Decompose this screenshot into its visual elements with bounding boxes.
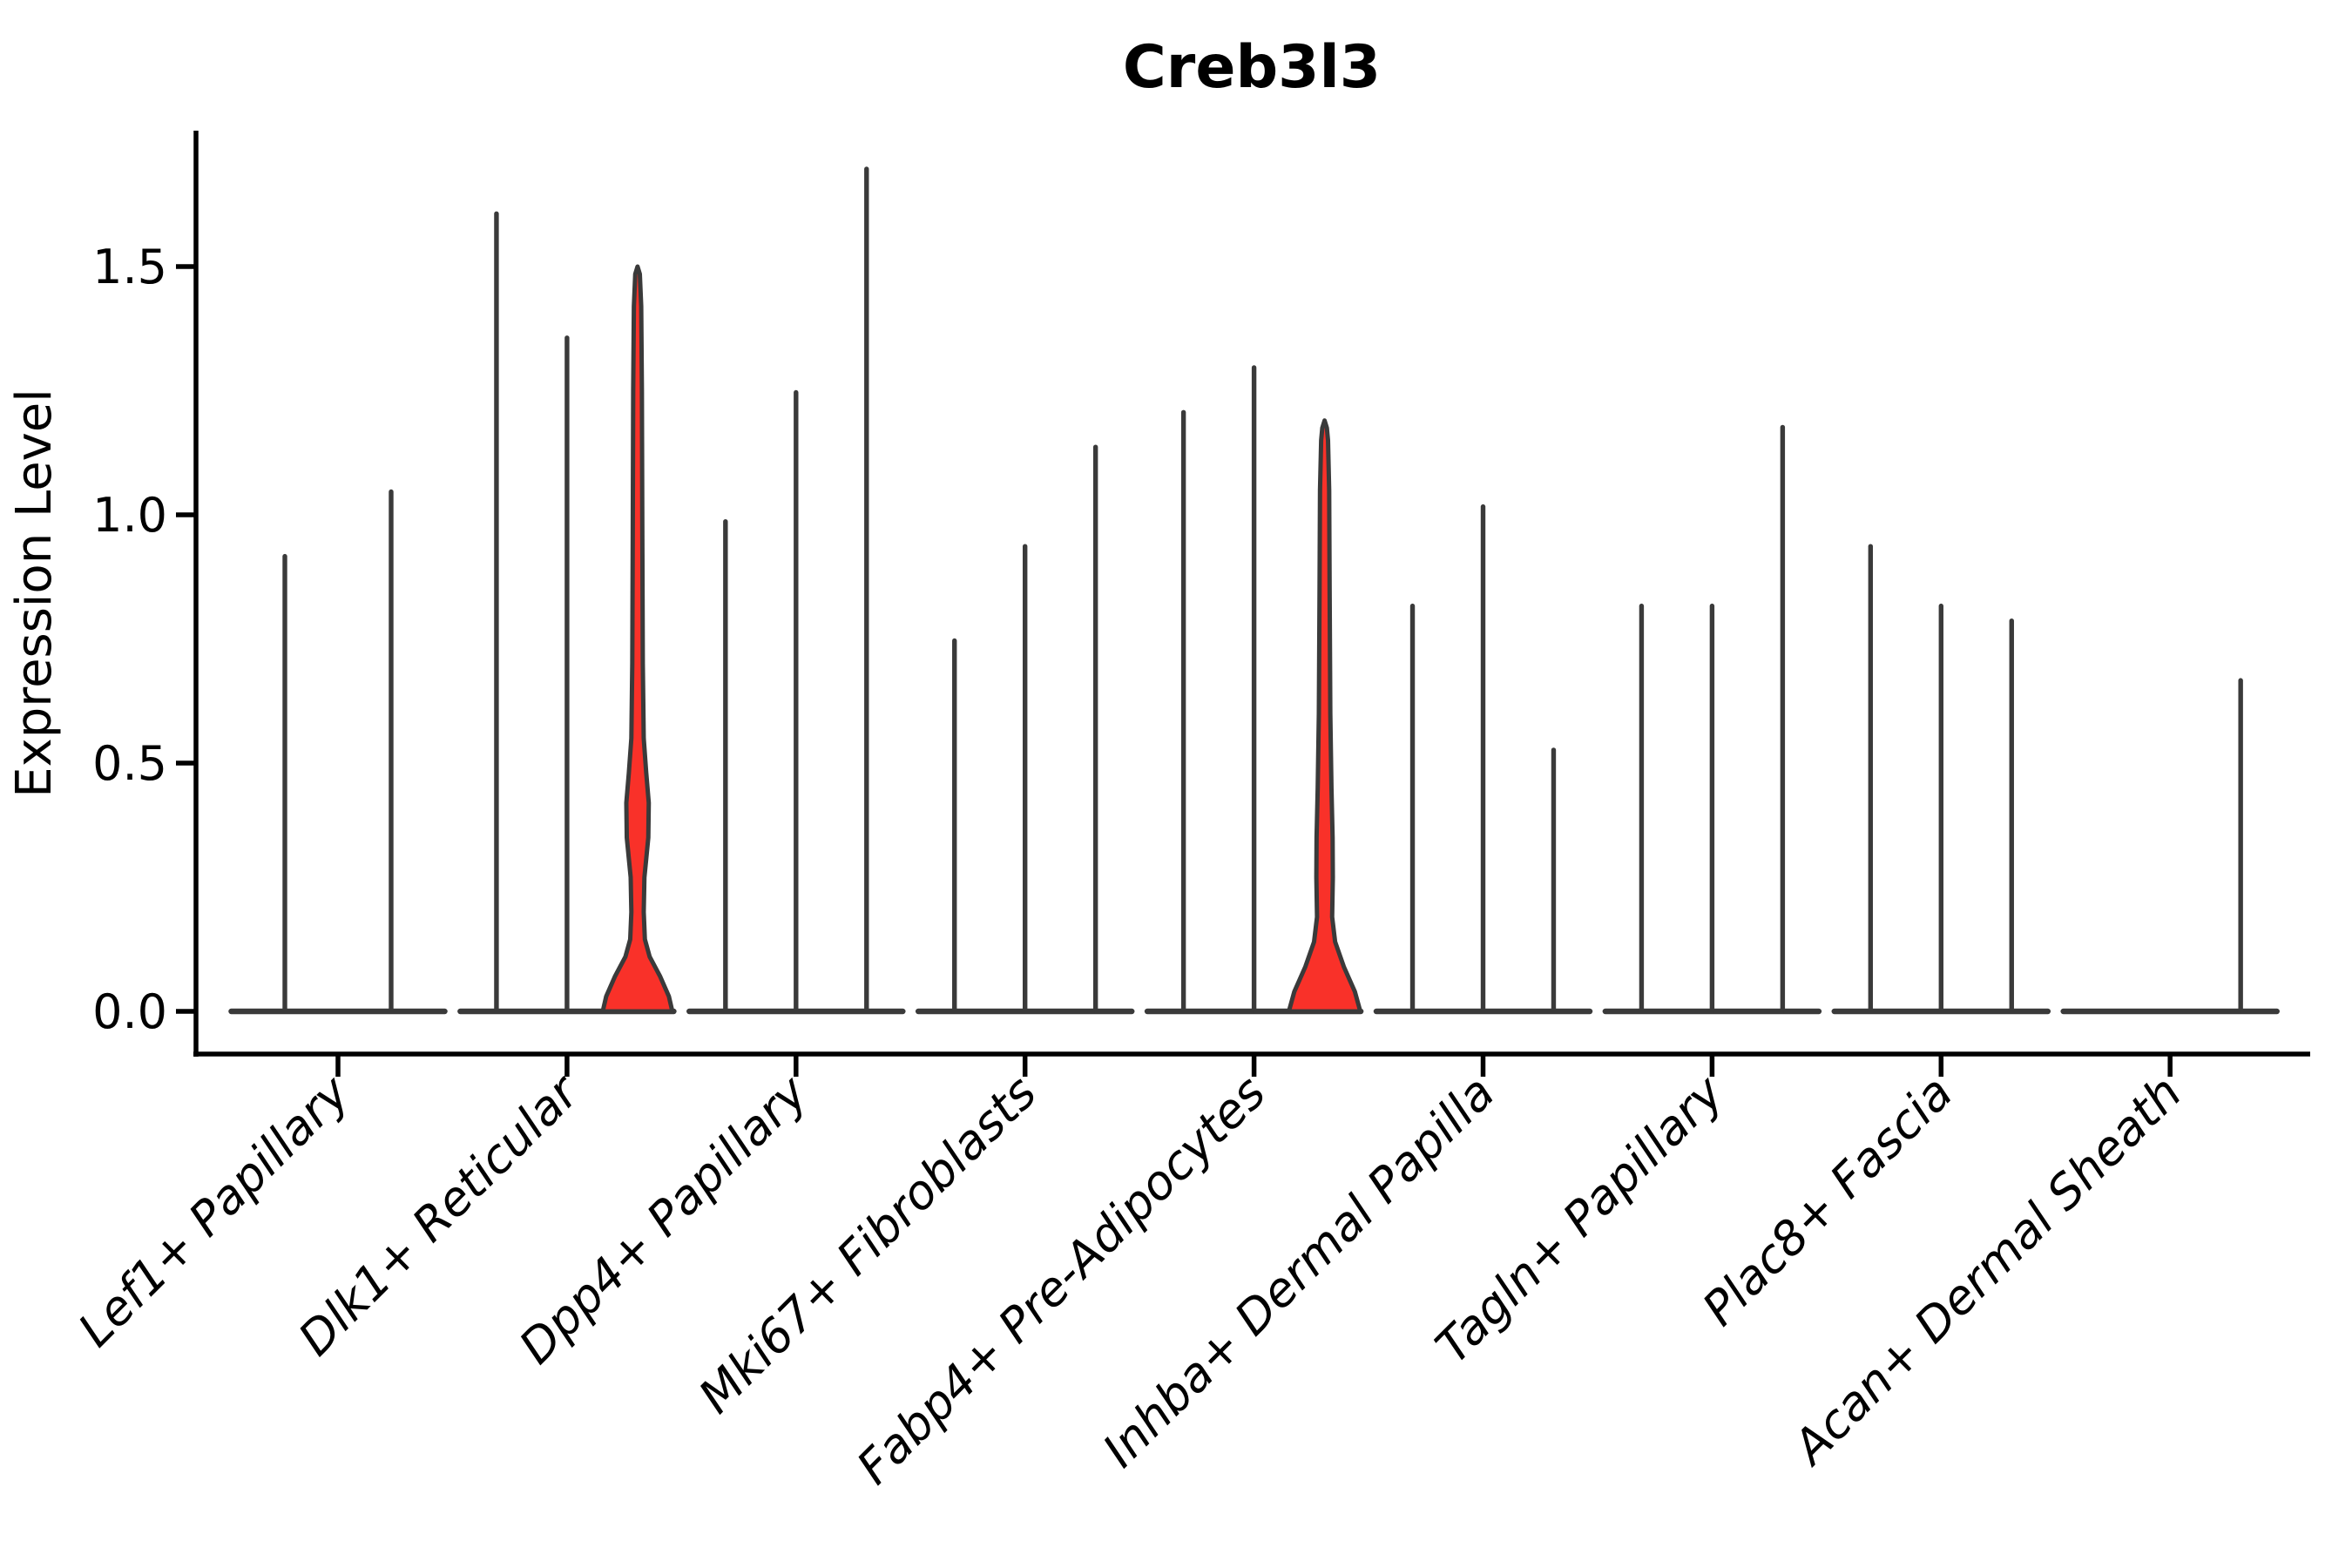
violin-group-3 [915, 444, 1135, 1015]
y-tick-label-2: 1.0 [92, 488, 167, 543]
x-tick-label-4: Fabp4+ Pre-Adipocytes [846, 1065, 1275, 1495]
y-tick-label-3: 1.5 [92, 240, 167, 294]
y-tick-label-0: 0.0 [92, 984, 167, 1039]
violin-group-1 [457, 211, 677, 1015]
violin-red-1-2 [600, 264, 675, 1014]
x-tick-label-5: Inhba+ Dermal Papilla [1092, 1065, 1505, 1478]
violin-group-4 [1144, 365, 1364, 1015]
violin-group-7 [1831, 544, 2051, 1015]
violin-group-5 [1373, 504, 1593, 1015]
y-tick-label-1: 0.5 [92, 736, 167, 791]
violins-layer [228, 166, 2280, 1015]
violin-group-6 [1602, 424, 1822, 1015]
violin-red-4-2 [1287, 418, 1363, 1014]
plot-title: Creb3l3 [1123, 33, 1381, 102]
violin-group-8 [2060, 678, 2280, 1015]
x-tick-label-8: Acan+ Dermal Sheath [1781, 1065, 2192, 1477]
y-axis-label: Expression Level [6, 389, 63, 798]
violin-group-0 [228, 489, 448, 1015]
violin-group-2 [686, 166, 906, 1015]
